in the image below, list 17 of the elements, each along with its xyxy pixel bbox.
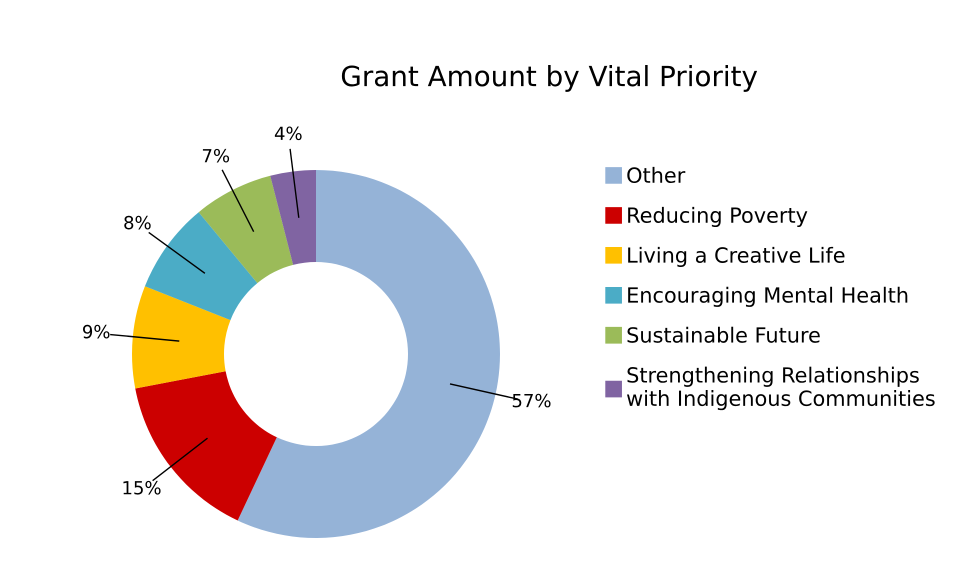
chart-title: Grant Amount by Vital Priority	[342, 64, 758, 92]
data-label: 7%	[202, 148, 230, 163]
data-label: 8%	[124, 216, 151, 230]
data-label: 4%	[274, 126, 302, 140]
legend-label: Other	[627, 166, 686, 184]
legend-label: Reducing Poverty	[628, 206, 808, 228]
donut-slice	[270, 170, 316, 265]
donut-slice	[198, 176, 294, 284]
legend-label: Sustainable Future	[628, 326, 820, 343]
legend-label: Strengthening Relationships with Indigenous Communities	[627, 366, 935, 410]
data-label: 15%	[123, 480, 161, 495]
donut-slice	[132, 286, 230, 388]
data-label: 57%	[512, 394, 551, 408]
data-label: 9%	[82, 324, 110, 338]
legend-label: Encouraging Mental Health	[628, 286, 908, 307]
donut-slice	[238, 170, 500, 538]
legend-label: Living a Creative Life	[628, 246, 844, 267]
